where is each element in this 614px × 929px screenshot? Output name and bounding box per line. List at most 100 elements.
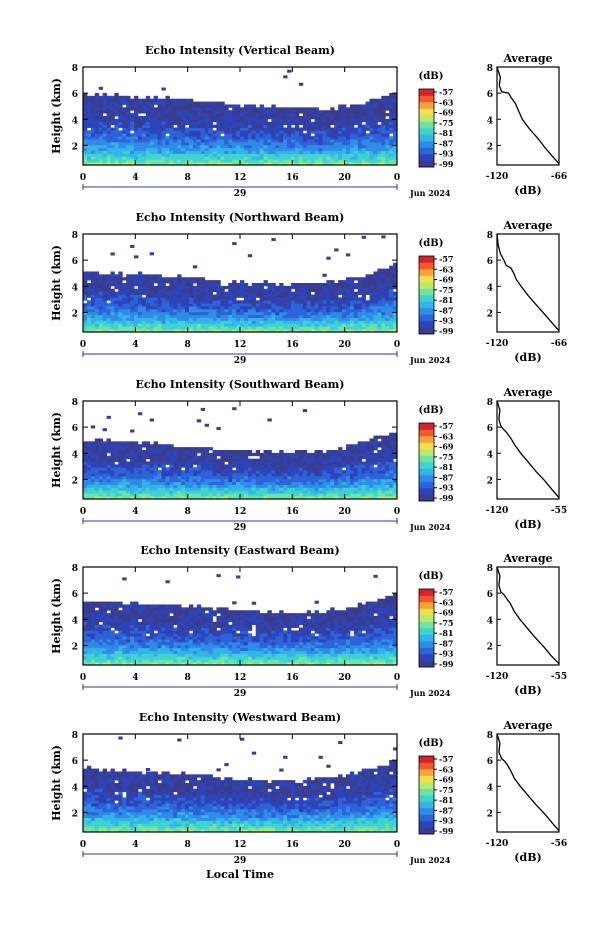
colorbar-tick-label: -69	[439, 442, 454, 452]
colorbar-swatch	[419, 769, 434, 776]
colorbar-swatch	[419, 660, 434, 668]
x-tick-label: 16	[286, 173, 299, 183]
average-title: Average	[502, 552, 552, 565]
colorbar-tick-label: -63	[439, 597, 454, 607]
local-time-label: Local Time	[206, 868, 274, 881]
colorbar-swatch	[419, 462, 434, 469]
colorbar-swatch	[419, 134, 434, 142]
x-tick-label: 0	[80, 340, 86, 350]
x-tick-label: 0	[80, 840, 86, 850]
colorbar-swatch	[419, 821, 434, 828]
average-title: Average	[502, 219, 552, 232]
colorbar-swatch	[419, 468, 434, 476]
colorbar-tick-label: -81	[439, 128, 453, 138]
y-tick-label: 8	[72, 731, 78, 741]
y-tick-label: 2	[72, 309, 78, 319]
x-tick-label: 0	[394, 340, 400, 350]
colorbar-swatch	[419, 481, 434, 489]
colorbar-tick-label: -99	[439, 493, 454, 503]
colorbar-swatch	[419, 95, 434, 103]
heatmap-field	[83, 574, 398, 666]
x-tick-label: 0	[394, 840, 400, 850]
day-label: 29	[234, 523, 247, 533]
average-x-tick-label: -120	[486, 172, 509, 182]
colorbar-swatch	[419, 782, 434, 789]
y-tick-label: 8	[72, 64, 78, 74]
colorbar-tick-label: -63	[439, 97, 454, 107]
x-tick-label: 4	[132, 507, 138, 517]
colorbar-swatch	[419, 762, 434, 770]
average-x-label: (dB)	[514, 518, 541, 531]
colorbar-tick-label: -69	[439, 775, 454, 785]
colorbar-swatch	[419, 775, 434, 783]
colorbar-swatch	[419, 801, 434, 809]
colorbar-swatch	[419, 115, 434, 122]
day-label: 29	[234, 356, 247, 366]
panel-title: Echo Intensity (Eastward Beam)	[140, 544, 339, 557]
x-tick-label: 12	[234, 840, 247, 850]
heatmap-field	[83, 736, 398, 833]
average-x-label: (dB)	[514, 184, 541, 197]
colorbar-unit: (dB)	[419, 405, 444, 416]
y-tick-label: 6	[72, 90, 78, 100]
day-label: 29	[234, 189, 247, 199]
colorbar-swatch	[419, 147, 434, 155]
colorbar-tick-label: -81	[439, 628, 453, 638]
x-tick-label: 0	[80, 507, 86, 517]
colorbar-swatch	[419, 256, 434, 263]
average-y-tick-label: 6	[487, 424, 493, 434]
colorbar-tick-label: -93	[439, 316, 454, 326]
average-y-tick-label: 6	[487, 757, 493, 767]
average-y-tick-label: 4	[487, 116, 493, 126]
average-y-tick-label: 2	[487, 642, 493, 652]
average-y-tick-label: 8	[487, 731, 493, 741]
average-y-tick-label: 2	[487, 809, 493, 819]
x-tick-label: 16	[286, 673, 299, 683]
colorbar-swatch	[419, 301, 434, 309]
average-x-tick-label: -120	[486, 672, 509, 682]
colorbar-swatch	[419, 89, 434, 96]
panel-3: Echo Intensity (Southward Beam) 2 4 6 8 Heigh…	[50, 378, 567, 533]
colorbar-swatch	[419, 327, 434, 335]
average-y-tick-label: 8	[487, 398, 493, 408]
colorbar-swatch	[419, 108, 434, 116]
colorbar-swatch	[419, 615, 434, 622]
average-y-tick-label: 8	[487, 564, 493, 574]
y-tick-label: 4	[72, 616, 78, 626]
colorbar-tick-label: -57	[439, 87, 453, 97]
y-tick-label: 8	[72, 564, 78, 574]
average-y-tick-label: 4	[487, 783, 493, 793]
average-frame	[496, 733, 560, 833]
colorbar-swatch	[419, 269, 434, 276]
colorbar-tick-label: -69	[439, 608, 454, 618]
colorbar-frame	[418, 422, 435, 502]
colorbar-swatch	[419, 595, 434, 603]
colorbar-swatch	[419, 634, 434, 642]
y-tick-label: 2	[72, 642, 78, 652]
x-tick-label: 20	[338, 173, 351, 183]
colorbar-swatch	[419, 641, 434, 648]
colorbar-tick-label: -93	[439, 649, 454, 659]
panel-5: Echo Intensity (Westward Beam) 2 4 6 8 Height…	[50, 711, 567, 866]
colorbar-swatch	[419, 621, 434, 629]
colorbar-swatch	[419, 121, 434, 129]
colorbar-swatch	[419, 442, 434, 450]
y-tick-label: 6	[72, 424, 78, 434]
colorbar-swatch	[419, 160, 434, 168]
colorbar-swatch	[419, 628, 434, 635]
colorbar-frame	[418, 755, 435, 835]
y-tick-label: 4	[72, 783, 78, 793]
y-axis-label: Height (km)	[50, 245, 63, 321]
x-tick-label: 8	[185, 507, 191, 517]
panel-title: Echo Intensity (Southward Beam)	[136, 378, 345, 391]
colorbar-tick-label: -63	[439, 764, 454, 774]
colorbar-swatch	[419, 321, 434, 328]
heatmap-field	[83, 69, 398, 166]
colorbar-swatch	[419, 589, 434, 596]
average-y-tick-label: 6	[487, 257, 493, 267]
colorbar-swatch	[419, 128, 434, 135]
panel-2: Echo Intensity (Northward Beam) 2 4 6 8 Heigh…	[50, 211, 567, 366]
colorbar-tick-label: -69	[439, 275, 454, 285]
y-tick-label: 6	[72, 757, 78, 767]
